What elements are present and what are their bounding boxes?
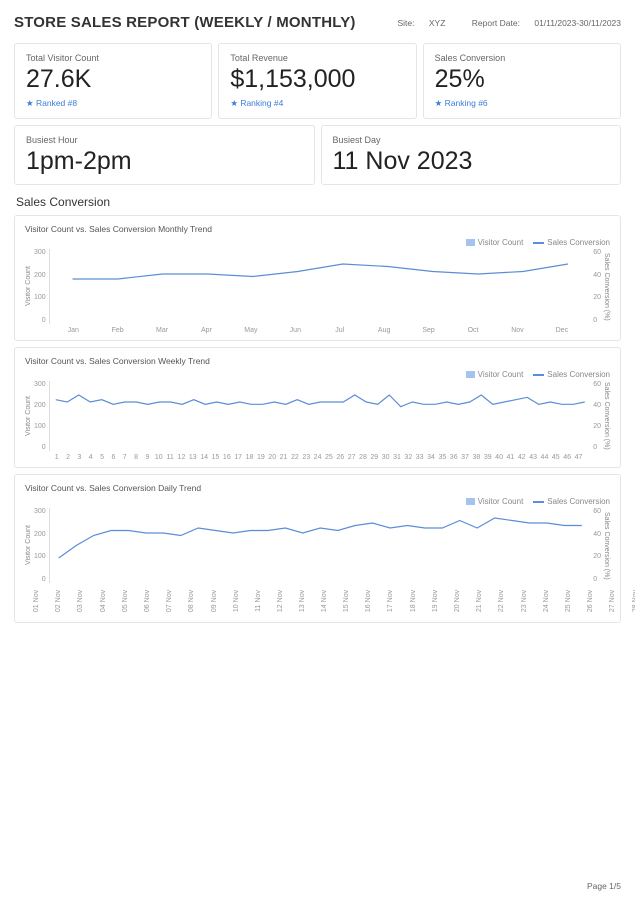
y-axis-left: 3002001000 [34,381,49,451]
header-meta: Site: XYZ Report Date: 01/11/2023-30/11/… [373,18,621,28]
kpi-revenue: Total Revenue $1,153,000 Ranking #4 [218,43,416,119]
kpi-value: $1,153,000 [230,66,404,94]
plot-area [49,381,591,451]
y-axis-right-label: Sales Conversion (%) [603,508,610,583]
y-axis-left-label: Visitor Count [25,508,32,583]
chart-card: Visitor Count vs. Sales Conversion Month… [14,215,621,341]
kpi-label: Total Visitor Count [26,53,200,63]
plot-area [49,249,591,324]
kpi-label: Sales Conversion [435,53,609,63]
plot-area [49,508,591,583]
kpi-value: 27.6K [26,66,200,94]
kpi-row-1: Total Visitor Count 27.6K Ranked #8 Tota… [14,43,621,119]
report-date: Report Date: 01/11/2023-30/11/2023 [460,18,621,28]
line-swatch-icon [533,501,544,503]
chart-card: Visitor Count vs. Sales Conversion Weekl… [14,347,621,468]
y-axis-right-label: Sales Conversion (%) [603,249,610,324]
kpi-label: Busiest Hour [26,135,303,145]
kpi-visitor-count: Total Visitor Count 27.6K Ranked #8 [14,43,212,119]
page-title: STORE SALES REPORT (WEEKLY / MONTHLY) [14,14,356,31]
y-axis-right-label: Sales Conversion (%) [603,381,610,451]
chart-legend: Visitor CountSales Conversion [25,238,610,247]
y-axis-left-label: Visitor Count [25,381,32,451]
kpi-rank: Ranking #4 [230,98,404,109]
chart-legend: Visitor CountSales Conversion [25,497,610,506]
report-header: STORE SALES REPORT (WEEKLY / MONTHLY) Si… [14,14,621,31]
kpi-value: 25% [435,66,609,94]
kpi-value: 1pm-2pm [26,148,303,176]
chart-card: Visitor Count vs. Sales Conversion Daily… [14,474,621,623]
kpi-label: Total Revenue [230,53,404,63]
kpi-rank: Ranking #6 [435,98,609,109]
y-axis-left-label: Visitor Count [25,249,32,324]
y-axis-left: 3002001000 [34,508,49,583]
site-label: Site: XYZ [385,18,447,28]
trend-line [55,395,584,407]
chart-title: Visitor Count vs. Sales Conversion Weekl… [25,356,610,366]
trend-line [72,264,567,279]
bar-swatch-icon [466,239,475,246]
charts-container: Visitor Count vs. Sales Conversion Month… [14,215,621,623]
x-axis: JanFebMarAprMayJunJulAugSepOctNovDec [51,327,584,334]
kpi-value: 11 Nov 2023 [333,148,610,176]
y-axis-left: 3002001000 [34,249,49,324]
trend-line [58,518,581,558]
x-axis: 1234567891011121314151617181920212223242… [51,454,584,461]
chart-title: Visitor Count vs. Sales Conversion Month… [25,224,610,234]
y-axis-right: 6040200 [590,508,601,583]
section-title: Sales Conversion [16,195,621,209]
x-axis: 01 Nov02 Nov03 Nov04 Nov05 Nov06 Nov07 N… [25,586,635,616]
y-axis-right: 6040200 [590,249,601,324]
chart-legend: Visitor CountSales Conversion [25,370,610,379]
line-swatch-icon [533,242,544,244]
chart-title: Visitor Count vs. Sales Conversion Daily… [25,483,610,493]
kpi-row-2: Busiest Hour 1pm-2pm Busiest Day 11 Nov … [14,125,621,186]
y-axis-right: 6040200 [590,381,601,451]
line-swatch-icon [533,374,544,376]
page-footer: Page 1/5 [587,881,621,891]
kpi-rank: Ranked #8 [26,98,200,109]
kpi-conversion: Sales Conversion 25% Ranking #6 [423,43,621,119]
kpi-busiest-hour: Busiest Hour 1pm-2pm [14,125,315,186]
bar-swatch-icon [466,498,475,505]
bar-swatch-icon [466,371,475,378]
kpi-label: Busiest Day [333,135,610,145]
kpi-busiest-day: Busiest Day 11 Nov 2023 [321,125,622,186]
